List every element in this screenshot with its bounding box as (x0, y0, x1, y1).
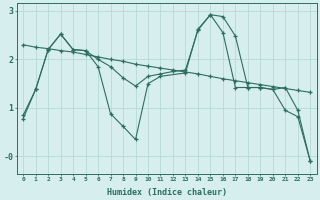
X-axis label: Humidex (Indice chaleur): Humidex (Indice chaleur) (107, 188, 227, 197)
